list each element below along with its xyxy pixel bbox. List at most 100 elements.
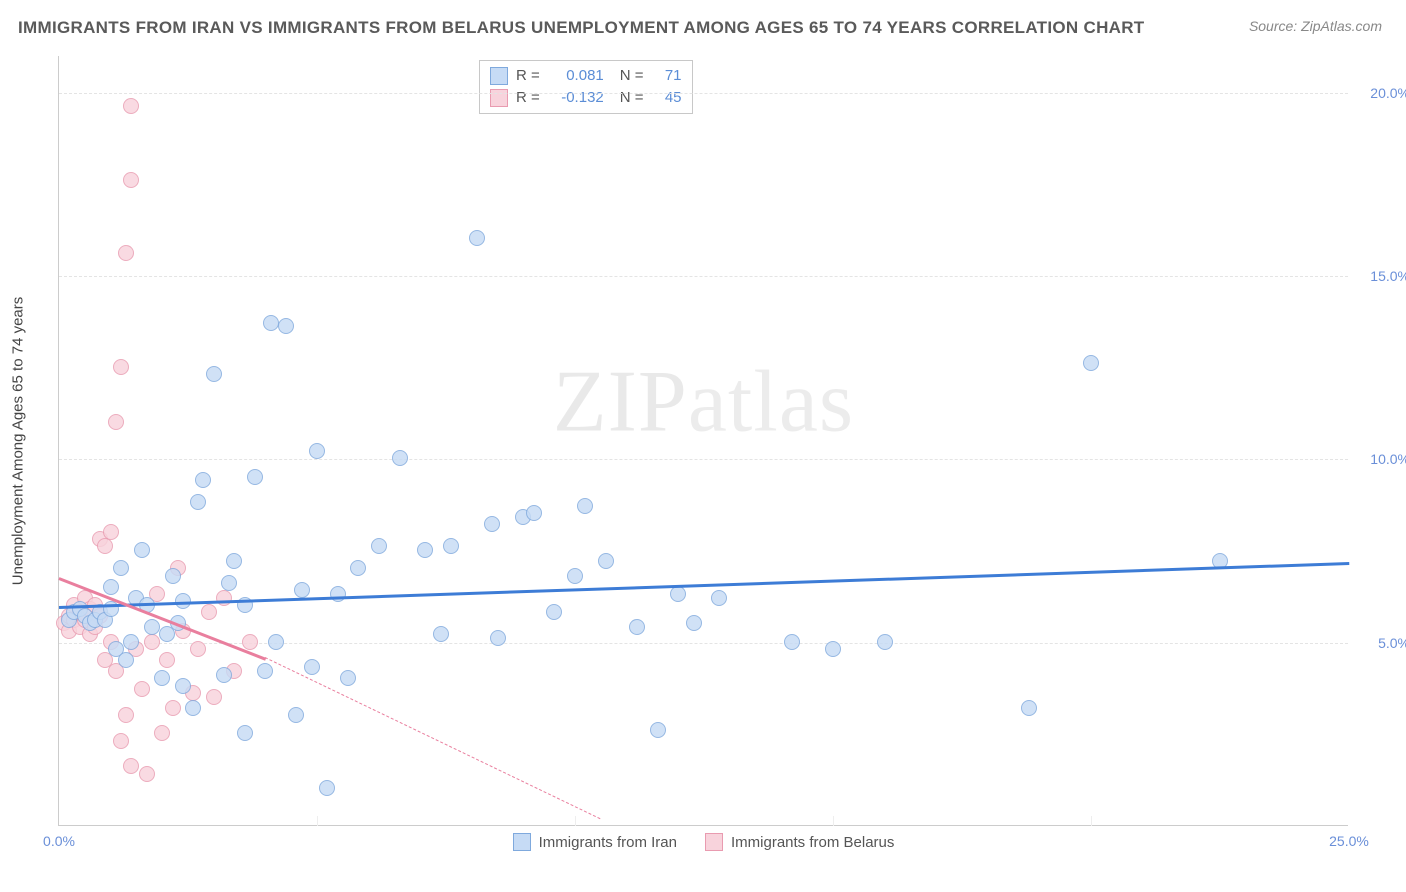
stat-row: R = 0.081 N = 71 bbox=[490, 65, 682, 87]
r-value: -0.132 bbox=[548, 87, 604, 109]
scatter-point bbox=[567, 568, 583, 584]
scatter-point bbox=[118, 652, 134, 668]
scatter-point bbox=[134, 681, 150, 697]
y-axis-label: Unemployment Among Ages 65 to 74 years bbox=[10, 297, 27, 586]
scatter-point bbox=[113, 359, 129, 375]
scatter-point bbox=[1083, 355, 1099, 371]
scatter-point bbox=[319, 780, 335, 796]
chart-area: Unemployment Among Ages 65 to 74 years Z… bbox=[48, 56, 1378, 826]
r-label: R = bbox=[516, 87, 540, 109]
scatter-point bbox=[263, 315, 279, 331]
legend-item: Immigrants from Iran bbox=[513, 833, 677, 851]
scatter-point bbox=[154, 670, 170, 686]
correlation-stat-box: R = 0.081 N = 71R = -0.132 N = 45 bbox=[479, 60, 693, 114]
scatter-point bbox=[113, 733, 129, 749]
scatter-point bbox=[201, 604, 217, 620]
n-label: N = bbox=[620, 65, 644, 87]
scatter-point bbox=[288, 707, 304, 723]
gridline-h bbox=[59, 459, 1348, 460]
scatter-plot: ZIPatlas R =0.081N =71R =-0.132N =45 Imm… bbox=[58, 56, 1348, 826]
legend-label: Immigrants from Belarus bbox=[731, 834, 894, 851]
scatter-point bbox=[237, 725, 253, 741]
scatter-point bbox=[242, 634, 258, 650]
scatter-point bbox=[123, 634, 139, 650]
gridline-v bbox=[317, 816, 318, 826]
scatter-point bbox=[165, 700, 181, 716]
series-swatch bbox=[490, 67, 508, 85]
legend: Immigrants from Iran Immigrants from Bela… bbox=[59, 833, 1348, 851]
scatter-point bbox=[103, 579, 119, 595]
scatter-point bbox=[257, 663, 273, 679]
scatter-point bbox=[206, 689, 222, 705]
scatter-point bbox=[417, 542, 433, 558]
scatter-point bbox=[226, 553, 242, 569]
scatter-point bbox=[443, 538, 459, 554]
source-attribution: Source: ZipAtlas.com bbox=[1249, 18, 1382, 34]
scatter-point bbox=[340, 670, 356, 686]
gridline-v bbox=[1091, 816, 1092, 826]
gridline-h bbox=[59, 276, 1348, 277]
scatter-point bbox=[221, 575, 237, 591]
y-tick-label: 5.0% bbox=[1378, 635, 1406, 651]
scatter-point bbox=[108, 414, 124, 430]
scatter-point bbox=[433, 626, 449, 642]
scatter-point bbox=[825, 641, 841, 657]
scatter-point bbox=[304, 659, 320, 675]
scatter-point bbox=[670, 586, 686, 602]
scatter-point bbox=[103, 524, 119, 540]
scatter-point bbox=[686, 615, 702, 631]
scatter-point bbox=[877, 634, 893, 650]
scatter-point bbox=[123, 172, 139, 188]
trend-line-extrapolated bbox=[265, 657, 601, 819]
gridline-v bbox=[575, 816, 576, 826]
scatter-point bbox=[629, 619, 645, 635]
legend-label: Immigrants from Iran bbox=[539, 834, 677, 851]
scatter-point bbox=[526, 505, 542, 521]
scatter-point bbox=[1021, 700, 1037, 716]
scatter-point bbox=[144, 619, 160, 635]
scatter-point bbox=[546, 604, 562, 620]
scatter-point bbox=[154, 725, 170, 741]
y-tick-label: 15.0% bbox=[1370, 268, 1406, 284]
trend-line bbox=[59, 562, 1349, 608]
scatter-point bbox=[268, 634, 284, 650]
scatter-point bbox=[371, 538, 387, 554]
watermark: ZIPatlas bbox=[553, 352, 854, 453]
scatter-point bbox=[175, 678, 191, 694]
scatter-point bbox=[123, 98, 139, 114]
legend-swatch bbox=[705, 833, 723, 851]
scatter-point bbox=[206, 366, 222, 382]
scatter-point bbox=[392, 450, 408, 466]
n-value: 45 bbox=[652, 87, 682, 109]
legend-item: Immigrants from Belarus bbox=[705, 833, 894, 851]
scatter-point bbox=[247, 469, 263, 485]
scatter-point bbox=[118, 245, 134, 261]
scatter-point bbox=[159, 652, 175, 668]
scatter-point bbox=[711, 590, 727, 606]
scatter-point bbox=[195, 472, 211, 488]
scatter-point bbox=[490, 630, 506, 646]
scatter-point bbox=[598, 553, 614, 569]
x-tick-label: 0.0% bbox=[43, 833, 75, 849]
scatter-point bbox=[330, 586, 346, 602]
scatter-point bbox=[650, 722, 666, 738]
stat-row: R =-0.132N =45 bbox=[490, 87, 682, 109]
scatter-point bbox=[216, 590, 232, 606]
scatter-point bbox=[185, 700, 201, 716]
legend-swatch bbox=[513, 833, 531, 851]
scatter-point bbox=[97, 538, 113, 554]
scatter-point bbox=[123, 758, 139, 774]
y-tick-label: 10.0% bbox=[1370, 451, 1406, 467]
scatter-point bbox=[294, 582, 310, 598]
scatter-point bbox=[784, 634, 800, 650]
r-label: R = bbox=[516, 65, 540, 87]
scatter-point bbox=[484, 516, 500, 532]
scatter-point bbox=[350, 560, 366, 576]
scatter-point bbox=[118, 707, 134, 723]
scatter-point bbox=[577, 498, 593, 514]
r-value: 0.081 bbox=[548, 65, 604, 87]
scatter-point bbox=[190, 641, 206, 657]
gridline-h bbox=[59, 93, 1348, 94]
n-value: 71 bbox=[652, 65, 682, 87]
scatter-point bbox=[139, 766, 155, 782]
